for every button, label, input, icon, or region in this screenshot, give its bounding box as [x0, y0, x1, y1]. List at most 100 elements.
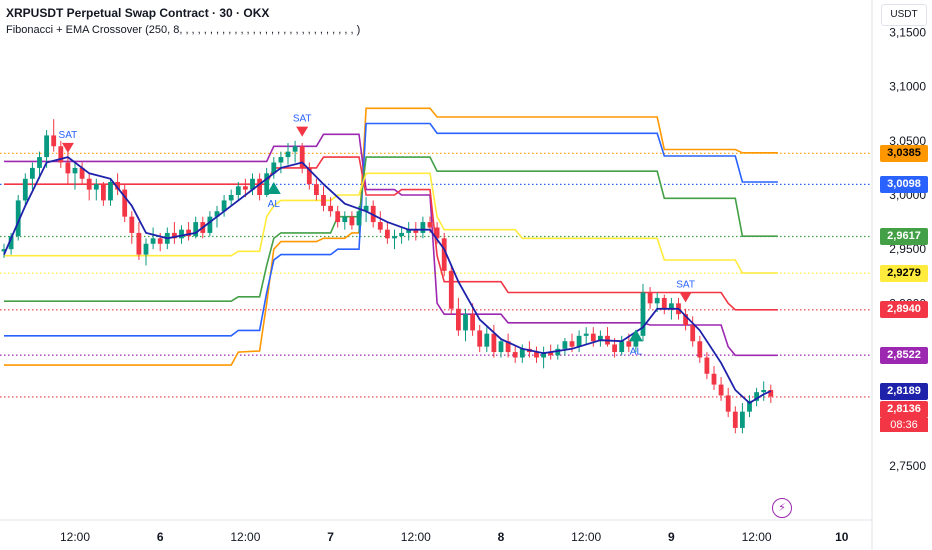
buy-arrow-icon — [628, 329, 643, 342]
y-tick-label: 2,9500 — [889, 242, 926, 256]
candle — [413, 222, 419, 241]
candle — [299, 143, 305, 174]
candle — [377, 211, 383, 233]
candle-body — [754, 392, 759, 401]
candle-body — [555, 348, 561, 356]
candle — [221, 195, 227, 217]
price-badge: 2,8189 — [880, 382, 928, 400]
candle-body — [669, 303, 674, 309]
buy-signal: AL — [266, 182, 281, 210]
x-tick-label: 12:00 — [401, 530, 431, 544]
candle — [725, 387, 731, 418]
candle-body — [732, 411, 738, 428]
sell-arrow-icon — [61, 142, 74, 153]
candle-body — [427, 222, 433, 228]
y-tick-label: 3,1000 — [889, 80, 926, 94]
candle-body — [299, 146, 305, 168]
candle — [661, 294, 667, 315]
y-tick-label: 3,1500 — [889, 26, 926, 40]
candle — [406, 222, 412, 241]
candle-body — [683, 314, 688, 325]
candle-body — [157, 238, 163, 244]
sell-label: SAT — [59, 130, 78, 141]
candle-body — [747, 400, 752, 412]
bar-countdown: 08:36 — [880, 417, 928, 432]
candle-body — [356, 211, 362, 226]
candle-body — [413, 229, 419, 233]
candle-body — [548, 352, 554, 356]
indicator-legend[interactable]: Fibonacci + EMA Crossover (250, 8, , , ,… — [6, 24, 361, 36]
candle — [349, 211, 355, 230]
candle — [498, 338, 504, 358]
fib-level-green — [4, 156, 778, 302]
price-badge: 2,8522 — [880, 346, 928, 364]
candle-body — [434, 227, 440, 239]
candle — [115, 173, 120, 195]
candle — [79, 162, 85, 185]
candle-body — [15, 200, 21, 237]
candle-body — [477, 330, 483, 347]
currency-unit-button[interactable]: USDT — [881, 4, 927, 26]
lightning-icon[interactable]: ⚡ — [772, 498, 792, 518]
candle — [605, 327, 610, 347]
candle-body — [186, 229, 191, 237]
candle — [484, 327, 490, 353]
y-tick-label: 3,0500 — [889, 134, 926, 148]
x-tick-label: 12:00 — [230, 530, 260, 544]
candle — [37, 151, 42, 179]
candle-body — [51, 135, 57, 147]
x-tick-label: 12:00 — [571, 530, 601, 544]
candle-body — [179, 229, 184, 239]
sell-arrow-icon — [296, 126, 309, 137]
x-tick-label: 7 — [327, 530, 334, 544]
candle-body — [385, 229, 390, 239]
candle — [72, 162, 78, 190]
candle — [335, 205, 341, 228]
candle — [491, 325, 497, 358]
candle — [576, 330, 582, 353]
candle-body — [207, 216, 213, 233]
buy-arrow-icon — [266, 182, 281, 194]
candle — [768, 384, 774, 403]
buy-signal: AL — [628, 329, 643, 357]
candle — [640, 283, 646, 342]
candle-body — [342, 216, 348, 223]
candle — [257, 173, 262, 201]
price-badge: 2,9279 — [880, 264, 928, 282]
fib-level-purple — [4, 133, 778, 357]
sell-signal: SAT — [676, 279, 695, 303]
candle — [193, 216, 199, 239]
candle — [235, 182, 241, 201]
fib-level-yellow — [4, 172, 778, 274]
candle — [761, 381, 767, 401]
candle — [590, 327, 596, 347]
candle-body — [8, 236, 14, 250]
candle — [93, 178, 99, 201]
candle — [58, 140, 64, 168]
sell-signal: SAT — [59, 130, 78, 153]
sell-signal: SAT — [293, 114, 312, 137]
candle — [519, 344, 525, 363]
sell-label: SAT — [676, 279, 695, 290]
candle-body — [626, 341, 632, 347]
candle — [314, 178, 319, 201]
candle — [534, 346, 539, 363]
symbol-title[interactable]: XRPUSDT Perpetual Swap Contract · 30 · O… — [6, 6, 270, 20]
candle-body — [363, 205, 369, 212]
candle-body — [491, 333, 497, 353]
candle-body — [72, 167, 78, 174]
candle — [51, 119, 57, 152]
candle-body — [647, 292, 653, 304]
candle — [697, 335, 703, 363]
price-badge: 3,0385 — [880, 144, 928, 162]
candle — [207, 211, 213, 237]
candle — [321, 186, 326, 212]
candle — [683, 308, 688, 331]
candle-body — [697, 341, 703, 358]
candle-body — [534, 352, 539, 358]
candle — [22, 173, 28, 206]
candle — [228, 189, 234, 206]
y-tick-label: 2,7500 — [889, 459, 926, 473]
candle-body — [136, 232, 142, 255]
